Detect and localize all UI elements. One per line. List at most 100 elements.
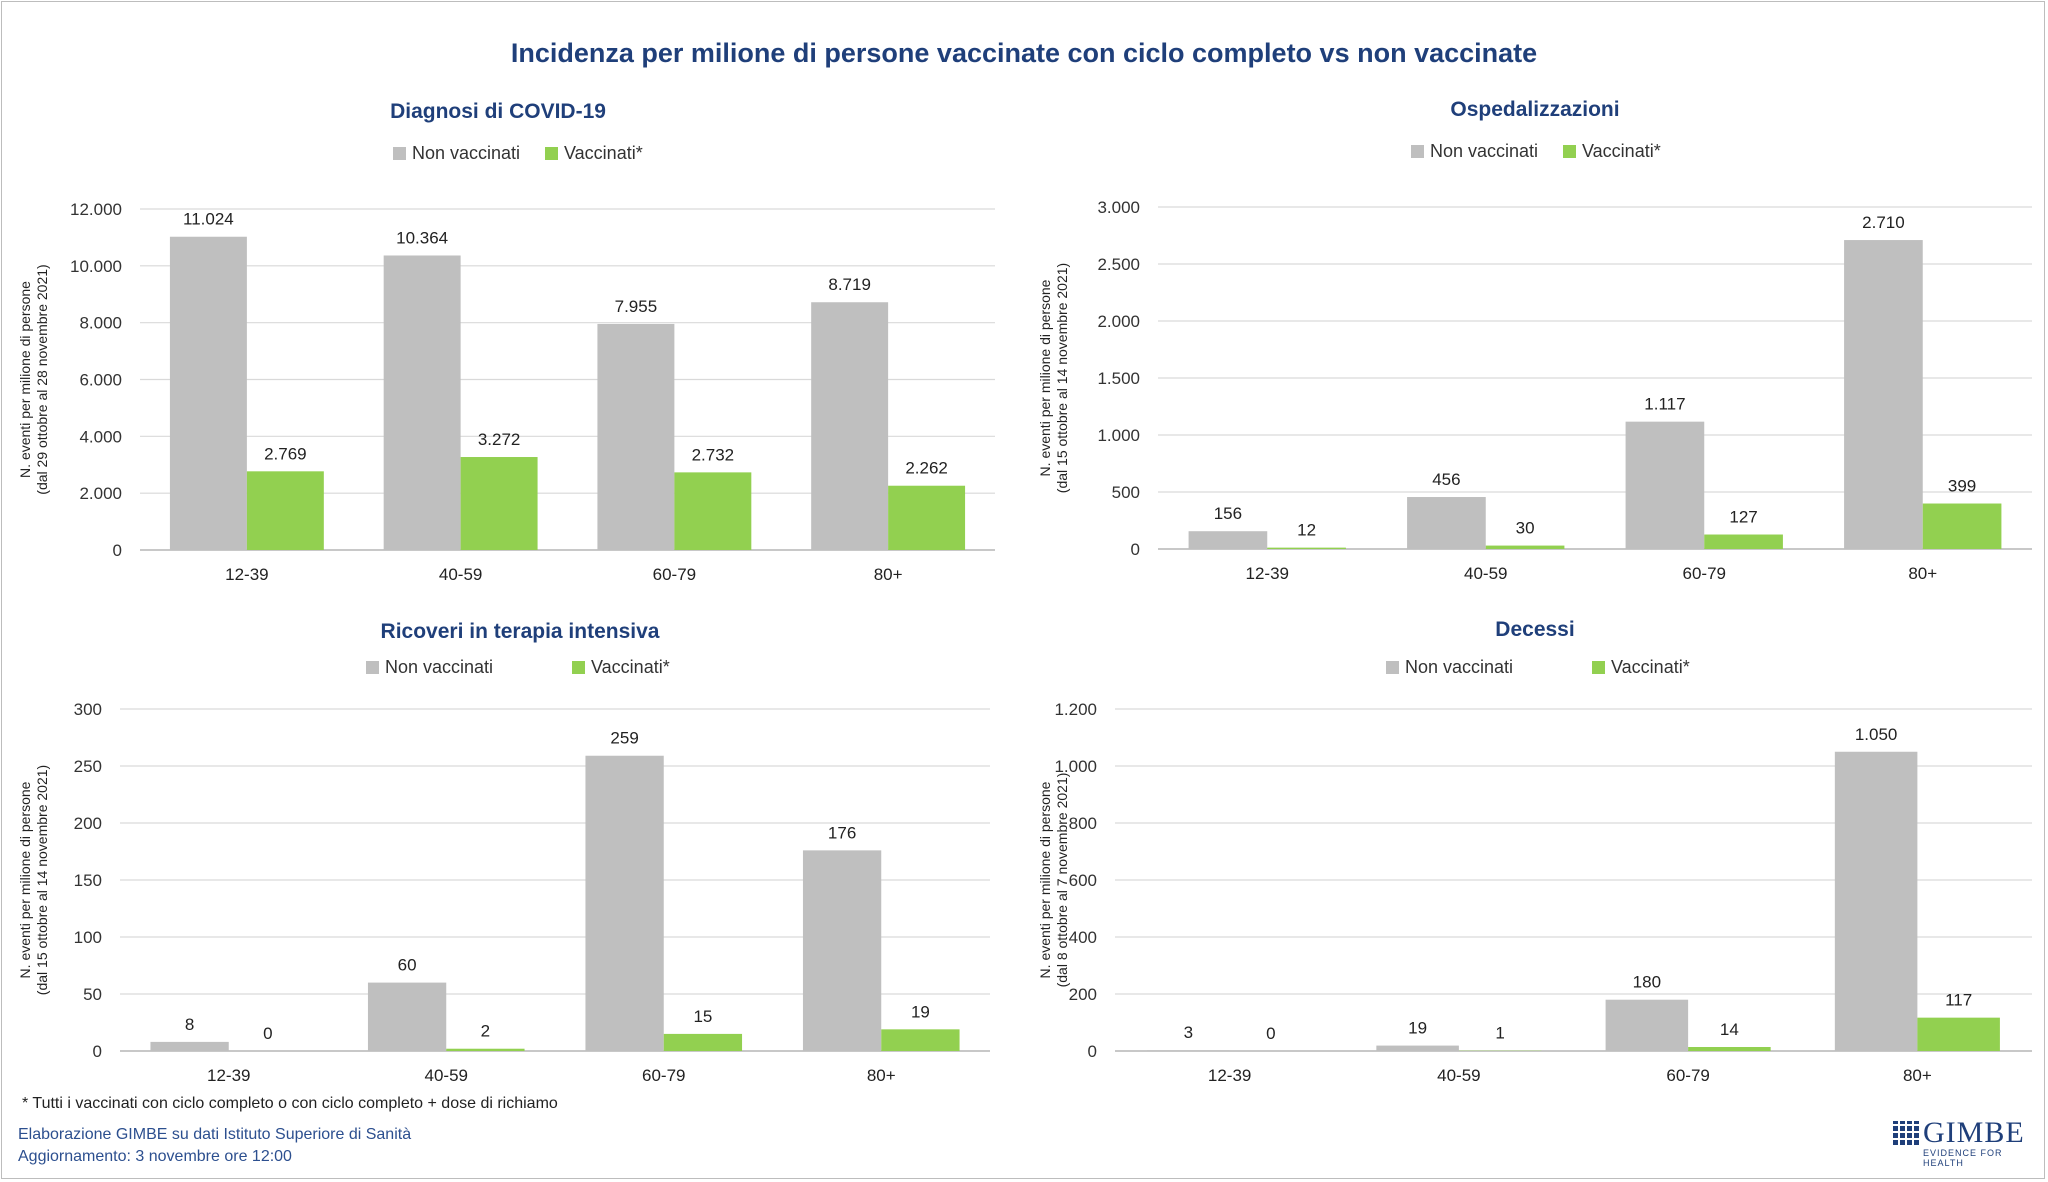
x-tick-label: 60-79 [642, 1066, 685, 1085]
y-tick-label: 12.000 [70, 200, 122, 219]
data-label: 2 [481, 1022, 490, 1041]
bar-non-vaccinati-12-39 [1147, 1050, 1230, 1051]
y-tick-label: 1.000 [1097, 426, 1140, 445]
x-tick-label: 40-59 [439, 565, 482, 584]
logo-tagline: EVIDENCE FOR HEALTH [1923, 1148, 2003, 1168]
y-tick-label: 2.000 [1097, 312, 1140, 331]
data-label: 0 [1266, 1024, 1275, 1043]
x-tick-label: 60-79 [653, 565, 696, 584]
data-label: 127 [1729, 508, 1757, 527]
x-tick-label: 60-79 [1666, 1066, 1709, 1085]
y-tick-label: 4.000 [79, 427, 122, 446]
x-tick-label: 80+ [1903, 1066, 1932, 1085]
legend-label-vaccinati: Vaccinati* [564, 143, 643, 163]
update-note: Aggiornamento: 3 novembre ore 12:00 [18, 1148, 292, 1165]
data-label: 1 [1495, 1024, 1504, 1043]
x-tick-label: 12-39 [1208, 1066, 1251, 1085]
data-label: 12 [1297, 521, 1316, 540]
bar-non-vaccinati-60-79 [597, 323, 675, 550]
bar-vaccinati-80+ [1917, 1017, 2000, 1051]
data-label: 7.955 [615, 297, 658, 316]
chart-title: Ricoveri in terapia intensiva [381, 620, 660, 643]
data-label: 8 [185, 1015, 194, 1034]
bar-non-vaccinati-40-59 [1407, 497, 1486, 549]
data-label: 11.024 [183, 210, 234, 229]
y-tick-label: 200 [1069, 985, 1097, 1004]
y-tick-label: 2.000 [79, 484, 122, 503]
y-tick-label: 150 [74, 871, 102, 890]
data-label: 456 [1432, 470, 1460, 489]
bar-vaccinati-80+ [881, 1029, 960, 1051]
data-label: 3 [1184, 1023, 1193, 1042]
legend-label-non-vaccinati: Non vaccinati [1430, 141, 1538, 161]
data-label: 0 [263, 1024, 272, 1043]
y-tick-label: 10.000 [70, 257, 122, 276]
x-tick-label: 12-39 [207, 1066, 250, 1085]
y-tick-label: 6.000 [79, 371, 122, 390]
legend-swatch-non-vaccinati [393, 147, 406, 160]
bar-vaccinati-80+ [1922, 503, 2002, 549]
y-tick-label: 0 [93, 1042, 102, 1061]
y-axis-label: N. eventi per milione di persone [1037, 279, 1053, 476]
bar-non-vaccinati-80+ [1834, 751, 1918, 1051]
gimbe-logo-icon [1893, 1121, 1919, 1147]
y-tick-label: 400 [1069, 928, 1097, 947]
x-tick-label: 40-59 [425, 1066, 468, 1085]
bar-vaccinati-12-39 [1267, 547, 1346, 549]
y-axis-label: (dal 15 ottobre al 14 novembre 2021) [1054, 263, 1070, 493]
y-tick-label: 50 [83, 985, 102, 1004]
data-label: 176 [828, 823, 856, 842]
bar-vaccinati-40-59 [446, 1048, 525, 1051]
bar-non-vaccinati-12-39 [1188, 531, 1268, 549]
y-tick-label: 0 [1131, 540, 1140, 559]
chart-title: Decessi [1495, 618, 1574, 641]
y-tick-label: 8.000 [79, 314, 122, 333]
x-tick-label: 40-59 [1464, 564, 1507, 583]
bar-vaccinati-60-79 [663, 1033, 743, 1051]
y-tick-label: 0 [1088, 1042, 1097, 1061]
data-label: 19 [1408, 1019, 1427, 1038]
x-tick-label: 80+ [867, 1066, 896, 1085]
legend-label-non-vaccinati: Non vaccinati [385, 657, 493, 677]
y-axis-label: N. eventi per milione di persone [17, 281, 33, 478]
y-tick-label: 3.000 [1097, 198, 1140, 217]
bar-non-vaccinati-80+ [1844, 240, 1923, 549]
bar-vaccinati-40-59 [460, 457, 538, 550]
footnote: * Tutti i vaccinati con ciclo completo o… [22, 1095, 558, 1112]
y-tick-label: 0 [113, 541, 122, 560]
data-label: 2.710 [1862, 213, 1905, 232]
bar-vaccinati-60-79 [1688, 1047, 1771, 1051]
bar-non-vaccinati-40-59 [367, 982, 447, 1051]
data-label: 2.732 [692, 445, 735, 464]
legend-label-non-vaccinati: Non vaccinati [412, 143, 520, 163]
data-label: 15 [693, 1007, 712, 1026]
y-tick-label: 200 [74, 814, 102, 833]
legend-label-non-vaccinati: Non vaccinati [1405, 657, 1513, 677]
bar-non-vaccinati-12-39 [169, 236, 247, 550]
data-label: 60 [398, 956, 417, 975]
bar-vaccinati-12-39 [246, 471, 324, 550]
data-label: 14 [1720, 1020, 1739, 1039]
y-tick-label: 1.500 [1097, 369, 1140, 388]
bar-non-vaccinati-60-79 [1605, 999, 1689, 1051]
data-label: 10.364 [396, 228, 448, 247]
y-axis-label: (dal 8 ottobre al 7 novembre 2021) [1054, 773, 1070, 988]
data-label: 2.262 [905, 459, 948, 478]
bar-non-vaccinati-80+ [802, 850, 882, 1051]
x-tick-label: 12-39 [1246, 564, 1289, 583]
data-label: 3.272 [478, 430, 521, 449]
bar-vaccinati-60-79 [674, 472, 752, 550]
data-label: 8.719 [828, 275, 871, 294]
y-tick-label: 2.500 [1097, 255, 1140, 274]
legend-swatch-non-vaccinati [1411, 145, 1424, 158]
x-tick-label: 80+ [1908, 564, 1937, 583]
chart-title: Ospedalizzazioni [1450, 98, 1619, 121]
bar-non-vaccinati-60-79 [1625, 421, 1705, 549]
data-label: 399 [1948, 477, 1976, 496]
y-tick-label: 1.000 [1054, 757, 1097, 776]
legend-swatch-non-vaccinati [366, 661, 379, 674]
legend-swatch-vaccinati [545, 147, 558, 160]
